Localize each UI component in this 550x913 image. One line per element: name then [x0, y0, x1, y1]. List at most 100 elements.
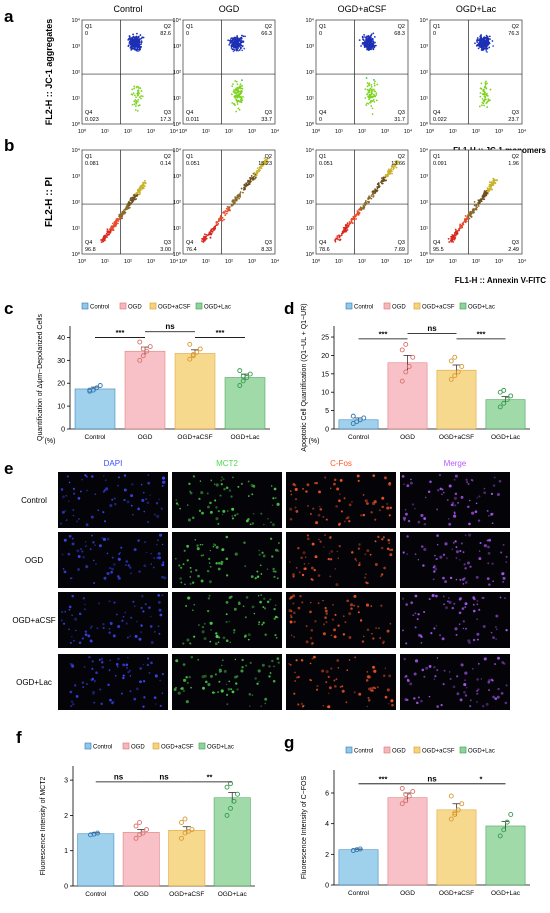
quadrant-value-q3: 8.33: [261, 247, 272, 253]
bar: [74, 388, 116, 430]
cell-nucleus-dot: [186, 638, 190, 642]
cell-nucleus-dot: [245, 596, 249, 599]
cell-nucleus-dot: [442, 576, 445, 580]
x-tick-label: 10⁴: [404, 128, 413, 135]
flow-event-dot: [136, 32, 138, 35]
flow-event-dot: [481, 97, 484, 100]
cell-nucleus-dot: [70, 704, 73, 708]
flow-event-dot: [388, 168, 390, 171]
cell-nucleus-dot: [382, 640, 386, 644]
cell-nucleus-dot: [162, 480, 166, 484]
cell-nucleus-dot: [301, 601, 304, 604]
flow-event-dot: [217, 220, 220, 223]
cell-nucleus-dot: [495, 614, 499, 618]
flow-event-dot: [372, 88, 375, 91]
flow-event-dot: [230, 47, 233, 49]
flow-event-dot: [256, 167, 259, 170]
flow-event-dot: [106, 236, 108, 239]
cell-nucleus-dot: [260, 512, 263, 515]
data-point: [235, 791, 240, 797]
cell-nucleus-dot: [120, 546, 123, 549]
cell-nucleus-dot: [316, 684, 319, 688]
cell-nucleus-dot: [362, 635, 365, 638]
quadrant-value-q2: 1.96: [508, 161, 519, 167]
cell-nucleus-dot: [485, 702, 489, 706]
cell-nucleus-dot: [94, 493, 97, 496]
cell-nucleus-dot: [264, 633, 268, 637]
cell-nucleus-dot: [231, 515, 234, 517]
cell-nucleus-dot: [309, 636, 313, 640]
flow-event-dot: [140, 37, 143, 40]
cell-nucleus-dot: [390, 548, 394, 551]
cell-nucleus-dot: [293, 611, 296, 615]
cell-nucleus-dot: [483, 544, 487, 548]
microscopy-image: [58, 654, 168, 710]
flow-event-dot: [464, 220, 467, 223]
flow-event-dot: [241, 79, 243, 82]
flow-event-dot: [130, 199, 133, 202]
flow-event-dot: [479, 45, 482, 47]
y-tick-label: 2: [64, 813, 68, 820]
flow-event-dot: [488, 181, 491, 184]
cell-nucleus-dot: [476, 599, 479, 602]
cell-nucleus-dot: [158, 498, 160, 501]
data-point: [459, 364, 465, 369]
cell-nucleus-dot: [198, 509, 202, 512]
cell-nucleus-dot: [263, 523, 265, 526]
cell-nucleus-dot: [129, 566, 132, 569]
cell-nucleus-dot: [414, 612, 417, 615]
cell-nucleus-dot: [130, 616, 133, 619]
x-tick-label: 10²: [358, 259, 366, 265]
cell-nucleus-dot: [464, 679, 466, 681]
flow-event-dot: [236, 195, 239, 197]
cell-nucleus-dot: [302, 704, 305, 707]
flow-event-dot: [130, 202, 133, 205]
cell-nucleus-dot: [262, 554, 266, 558]
cell-nucleus-dot: [289, 663, 292, 666]
cell-nucleus-dot: [66, 475, 69, 478]
cell-nucleus-dot: [208, 562, 211, 564]
cell-nucleus-dot: [254, 677, 257, 680]
flow-event-dot: [203, 237, 206, 240]
data-point: [179, 820, 184, 825]
microscopy-column-header: DAPI: [104, 459, 123, 468]
flow-event-dot: [229, 42, 231, 45]
cell-nucleus-dot: [436, 705, 439, 708]
microscopy-row-label: Control: [21, 496, 47, 505]
data-point: [95, 830, 100, 836]
cell-nucleus-dot: [486, 577, 490, 581]
cell-nucleus-dot: [380, 604, 383, 607]
x-tick-label: Control: [85, 891, 107, 898]
cell-nucleus-dot: [472, 603, 475, 606]
cell-nucleus-dot: [213, 691, 216, 694]
x-tick-label: 10⁰: [426, 258, 435, 265]
cell-nucleus-dot: [325, 612, 328, 615]
data-point: [399, 347, 405, 353]
cell-nucleus-dot: [367, 699, 371, 702]
cell-nucleus-dot: [318, 505, 321, 508]
cell-nucleus-dot: [338, 544, 341, 548]
cell-nucleus-dot: [257, 623, 260, 626]
flow-event-dot: [132, 92, 135, 95]
cell-nucleus-dot: [422, 564, 425, 567]
legend-swatch: [84, 742, 92, 750]
flow-event-dot: [138, 96, 141, 99]
data-point: [459, 801, 465, 807]
cell-nucleus-dot: [351, 501, 353, 503]
flow-event-dot: [238, 108, 241, 111]
cell-nucleus-dot: [191, 516, 195, 520]
flow-event-dot: [141, 187, 144, 190]
cell-nucleus-dot: [389, 506, 393, 510]
data-point: [224, 812, 230, 818]
flow-event-dot: [124, 211, 127, 214]
cell-nucleus-dot: [302, 487, 304, 490]
flow-event-dot: [469, 212, 472, 215]
cell-nucleus-dot: [79, 490, 82, 493]
cell-nucleus-dot: [462, 551, 465, 553]
flow-event-dot: [102, 238, 105, 240]
legend-label: OGD+Lac: [468, 749, 495, 755]
flow-event-dot: [480, 35, 482, 37]
flow-event-dot: [238, 94, 240, 97]
cell-nucleus-dot: [248, 692, 252, 696]
cell-nucleus-dot: [264, 697, 268, 701]
